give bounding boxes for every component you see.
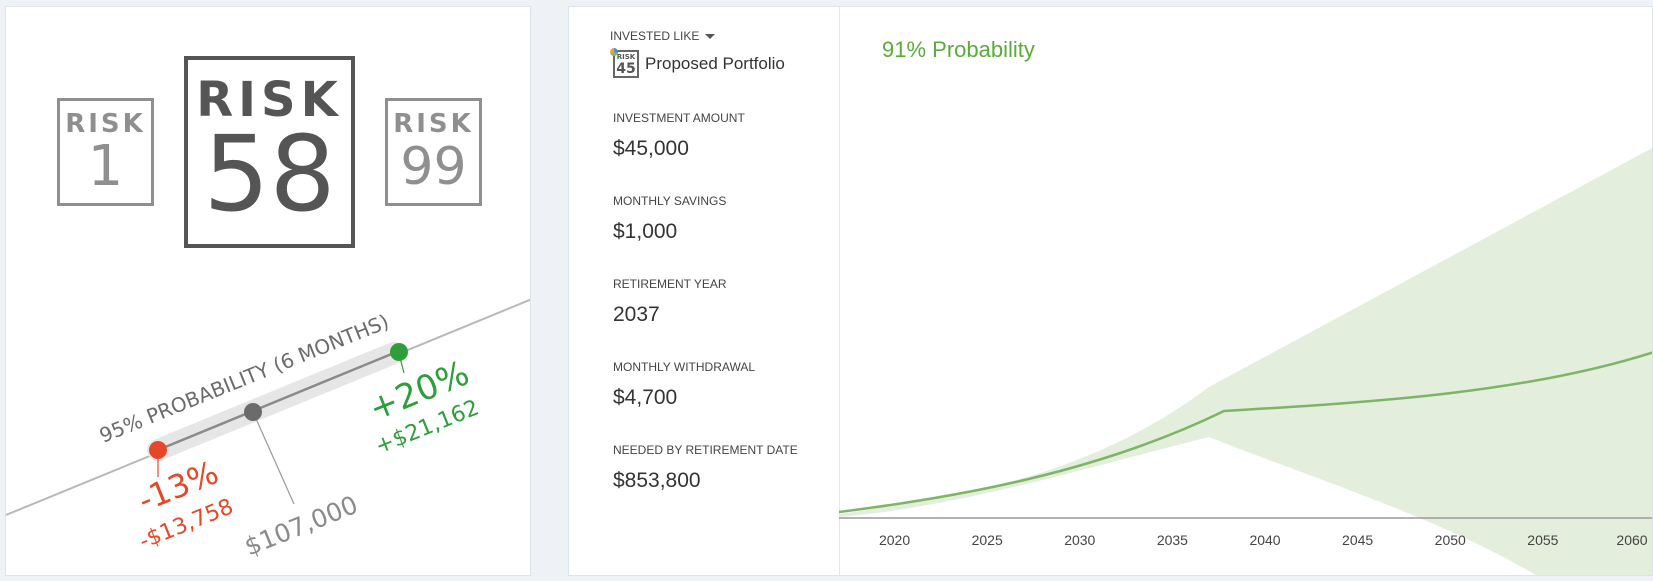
x-tick-label: 2050 [1435,532,1466,548]
invested-like-label: INVESTED LIKE [610,29,700,43]
field-value: $853,800 [613,469,701,492]
probability-range-graphic: 95% PROBABILITY (6 MONTHS) -13% -$13,758… [6,298,530,562]
field-label: NEEDED BY RETIREMENT DATE [613,443,798,457]
x-tick-label: 2060 [1616,532,1647,548]
risk-max-label: RISK [393,109,474,139]
plan-summary-sidebar: INVESTED LIKE RISK 45 Proposed Portfolio… [569,7,840,575]
retirement-year-field: RETIREMENT YEAR 2037 [613,277,727,327]
caret-down-icon [705,34,716,40]
risk-current-label: RISK [196,72,343,128]
x-axis-ticks: 2020 2025 2030 2035 2040 2045 2050 2055 2060 [879,532,1648,548]
x-tick-label: 2035 [1157,532,1188,548]
invested-like-dropdown[interactable]: INVESTED LIKE [610,29,716,43]
projection-chart: 2020 2025 2030 2035 2040 2045 2050 2055 2060 [839,148,1652,575]
portfolio-selector[interactable]: RISK 45 Proposed Portfolio [610,48,785,78]
needed-by-retirement-field: NEEDED BY RETIREMENT DATE $853,800 [613,443,798,493]
x-tick-label: 2030 [1064,532,1095,548]
field-value: $1,000 [613,220,678,243]
risk-score-card: RISK 1 RISK 58 RISK 99 95% PROBABILITY (… [5,6,531,576]
x-tick-label: 2025 [972,532,1003,548]
risk-current-score: 58 [203,113,336,235]
x-tick-label: 2055 [1527,532,1558,548]
monthly-savings-field: MONTHLY SAVINGS $1,000 [613,194,726,244]
range-line [157,351,395,452]
field-label: INVESTMENT AMOUNT [613,111,745,125]
risk-min-badge: RISK 1 [57,98,154,206]
portfolio-name: Proposed Portfolio [645,54,785,73]
investment-amount-field: INVESTMENT AMOUNT $45,000 [613,111,745,161]
x-tick-label: 2020 [879,532,910,548]
median-projection-line [839,351,1652,514]
field-label: MONTHLY SAVINGS [613,194,727,208]
risk-current-badge: RISK 58 [184,56,355,248]
risk-min-score: 1 [87,134,124,199]
upside-marker [390,343,408,361]
field-label: RETIREMENT YEAR [613,277,727,291]
portfolio-pie-icon [610,48,618,56]
risk-max-badge: RISK 99 [385,98,482,206]
field-value: $45,000 [613,137,689,160]
downside-marker [149,441,167,459]
probability-title: 91% Probability [882,37,1035,62]
retirement-projection-card: INVESTED LIKE RISK 45 Proposed Portfolio… [568,6,1653,576]
current-marker [244,403,262,421]
field-value: 2037 [613,303,660,326]
portfolio-risk-badge: RISK 45 [610,48,639,78]
monthly-withdrawal-field: MONTHLY WITHDRAWAL $4,700 [613,360,755,410]
risk-max-score: 99 [400,137,467,197]
x-tick-label: 2040 [1249,532,1280,548]
field-label: MONTHLY WITHDRAWAL [613,360,756,374]
portfolio-badge-label: RISK [616,53,636,61]
x-tick-label: 2045 [1342,532,1373,548]
probability-band [839,148,1652,575]
field-value: $4,700 [613,386,678,409]
risk-min-label: RISK [65,109,146,139]
portfolio-badge-score: 45 [616,61,636,77]
current-value-leader [252,411,295,505]
current-value: $107,000 [240,490,361,562]
